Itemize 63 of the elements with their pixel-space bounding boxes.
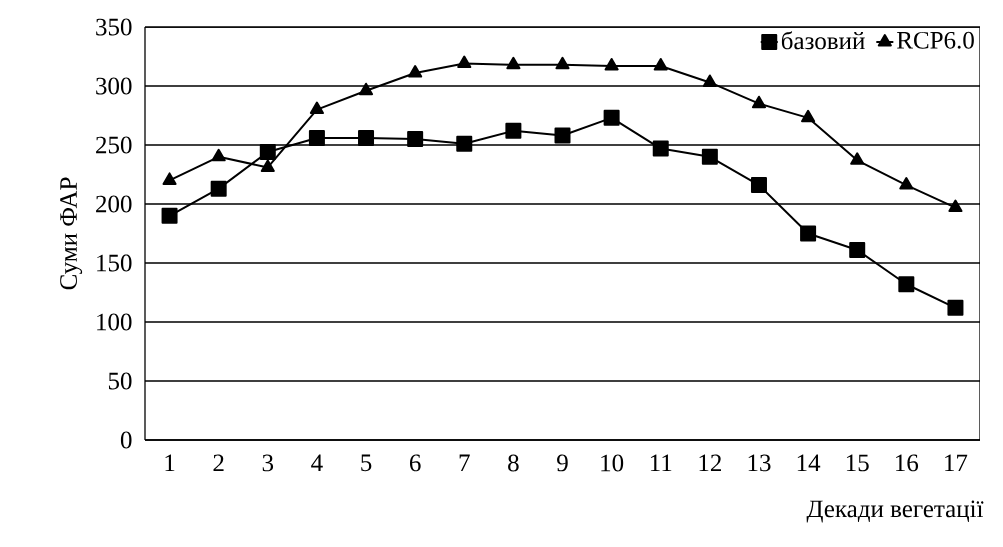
point [161, 207, 178, 224]
x-tick-label: 1 [165, 454, 175, 472]
x-tick-label: 17 [945, 454, 968, 472]
point [849, 242, 866, 259]
point [800, 225, 817, 242]
point [850, 152, 865, 165]
x-tick-label: 6 [409, 454, 421, 472]
point [505, 122, 522, 139]
point [554, 127, 571, 144]
point [506, 56, 521, 70]
point [898, 276, 915, 293]
y-tick-label: 150 [97, 254, 132, 272]
point [358, 129, 375, 146]
point [603, 109, 620, 126]
point [456, 135, 473, 152]
point [555, 56, 570, 70]
point [604, 57, 619, 71]
point [408, 65, 423, 78]
x-tick-label: 3 [262, 454, 274, 472]
point [457, 55, 472, 69]
x-tick-label: 5 [361, 454, 372, 472]
x-tick-label: 12 [699, 454, 721, 472]
point [358, 82, 374, 96]
point [260, 159, 275, 172]
point [308, 129, 325, 146]
point [899, 177, 914, 190]
y-tick-label: 350 [96, 18, 132, 36]
point [751, 95, 767, 109]
x-tick-label: 16 [896, 454, 919, 472]
x-tick-label: 2 [213, 454, 224, 472]
point [947, 299, 964, 316]
point [211, 148, 226, 162]
y-tick-label: 0 [120, 431, 132, 449]
legend-label: RCP6.0 [897, 31, 974, 49]
y-tick-label: 100 [97, 313, 132, 331]
x-axis-title: Декади вегетації [806, 500, 984, 523]
point [309, 101, 324, 115]
x-tick-label: 8 [508, 454, 519, 472]
y-tick-label: 300 [96, 77, 132, 95]
x-tick-label: 9 [557, 454, 568, 472]
x-tick-label: 7 [459, 454, 470, 471]
y-tick-label: 200 [96, 195, 132, 213]
x-tick-label: 14 [797, 454, 821, 472]
y-axis-title: Суми ФАР [60, 177, 83, 290]
x-tick-label: 11 [650, 454, 672, 472]
point [750, 177, 767, 194]
point [259, 144, 276, 161]
x-tick-label: 4 [311, 454, 323, 471]
point [652, 140, 669, 157]
x-tick-label: 13 [748, 454, 771, 472]
legend-label: базовий [781, 31, 865, 50]
point [948, 199, 963, 213]
point [801, 109, 816, 123]
point [162, 172, 177, 185]
point [407, 131, 424, 148]
point [701, 148, 718, 165]
point [653, 57, 668, 71]
x-tick-label: 10 [601, 454, 624, 472]
x-tick-label: 15 [846, 454, 869, 472]
y-tick-label: 50 [108, 372, 132, 390]
y-tick-label: 250 [96, 136, 132, 154]
point [210, 180, 227, 197]
point [702, 74, 717, 87]
